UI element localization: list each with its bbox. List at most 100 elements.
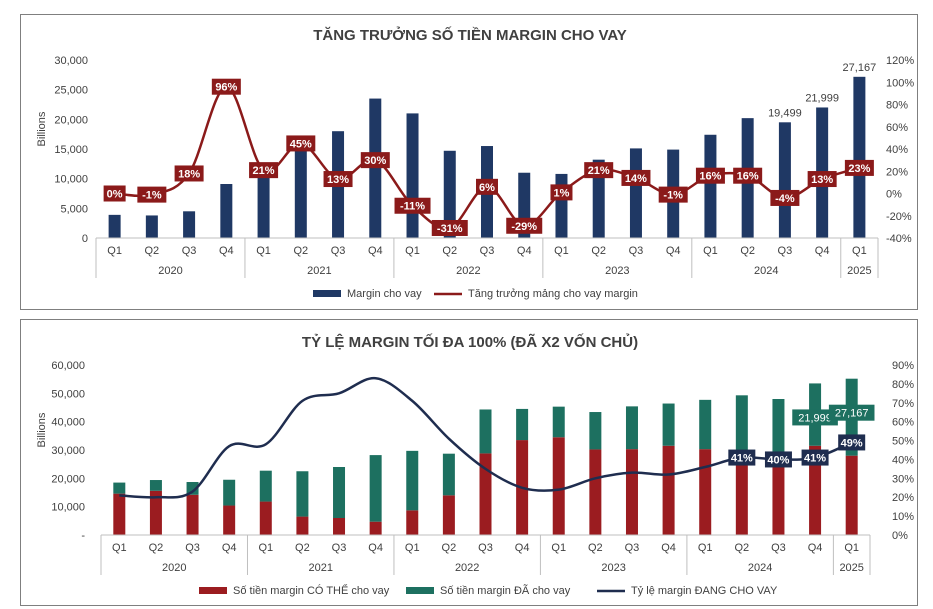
bar-value-label-box	[792, 409, 838, 426]
bar-da-cho-vay	[259, 470, 272, 502]
growth-label: 14%	[625, 173, 647, 185]
legend-swatch-red	[199, 587, 227, 594]
x-tick-quarter: Q2	[442, 245, 457, 257]
growth-label-box	[174, 165, 204, 182]
bar-co-the-cho-vay	[223, 505, 236, 535]
y-tick-label: 10,000	[54, 174, 88, 186]
x-tick-year: 2021	[307, 265, 331, 277]
bar-value-label: 19,499	[768, 107, 802, 119]
growth-label: -29%	[511, 221, 537, 233]
y2-tick-label: 120%	[886, 55, 914, 67]
bar-value-label: 27,167	[843, 62, 877, 74]
bar-co-the-cho-vay	[296, 516, 309, 535]
bar-da-cho-vay	[369, 455, 382, 522]
bar-da-cho-vay	[699, 399, 712, 450]
x-tick-quarter: Q1	[256, 245, 271, 257]
bar-margin-cho-vay	[369, 98, 382, 238]
bar-da-cho-vay	[149, 480, 162, 491]
bar-co-the-cho-vay	[662, 445, 675, 535]
bar-da-cho-vay	[516, 408, 529, 441]
growth-label-box	[733, 167, 763, 184]
growth-label: -1%	[663, 190, 683, 202]
growth-label: 96%	[215, 82, 237, 94]
growth-label: 30%	[364, 155, 386, 167]
x-tick-quarter: Q1	[551, 542, 566, 554]
bar-da-cho-vay	[552, 406, 565, 438]
growth-label: 1%	[554, 187, 570, 199]
x-tick-quarter: Q2	[740, 245, 755, 257]
bar-co-the-cho-vay	[772, 454, 785, 535]
x-tick-quarter: Q1	[554, 245, 569, 257]
x-tick-quarter: Q3	[332, 542, 347, 554]
bar-co-the-cho-vay	[845, 455, 858, 535]
bar-co-the-cho-vay	[589, 449, 602, 535]
bar-margin-cho-vay	[704, 134, 717, 238]
y-tick-label: 20,000	[54, 114, 88, 126]
ratio-label-box	[838, 434, 866, 451]
legend-label: Tỷ lệ margin ĐANG CHO VAY	[631, 585, 778, 597]
bar-co-the-cho-vay	[735, 452, 748, 535]
chart-title: TĂNG TRƯỞNG SỐ TIỀN MARGIN CHO VAY	[313, 26, 627, 44]
bar-margin-cho-vay	[592, 159, 605, 238]
bar-co-the-cho-vay	[259, 501, 272, 535]
growth-label: 16%	[699, 171, 721, 183]
bar-da-cho-vay	[442, 453, 455, 496]
legend-label: Tăng trưởng mảng cho vay margin	[468, 288, 638, 300]
bar-margin-cho-vay	[778, 122, 791, 238]
bar-margin-cho-vay	[257, 173, 270, 238]
x-tick-year: 2020	[158, 265, 182, 277]
bar-da-cho-vay	[406, 450, 419, 511]
growth-label-box	[658, 186, 688, 203]
x-tick-quarter: Q4	[666, 245, 681, 257]
legend-label: Margin cho vay	[347, 288, 422, 300]
growth-label-box	[621, 169, 651, 186]
y-tick-label: 30,000	[54, 55, 88, 67]
y2-tick-label: 80%	[892, 379, 914, 391]
growth-label-box	[360, 152, 390, 169]
growth-label: -4%	[775, 193, 795, 205]
bar-da-cho-vay	[589, 412, 602, 450]
y-tick-label: 15,000	[54, 144, 88, 156]
bar-co-the-cho-vay	[479, 453, 492, 535]
x-tick-year: 2025	[839, 562, 863, 574]
growth-label-box	[103, 185, 126, 202]
y-tick-label: 50,000	[51, 388, 85, 400]
x-tick-year: 2022	[455, 562, 479, 574]
growth-label: 18%	[178, 168, 200, 180]
bar-da-cho-vay	[662, 403, 675, 446]
growth-label: 0%	[107, 189, 123, 201]
x-tick-quarter: Q1	[258, 542, 273, 554]
y-tick-label: 40,000	[51, 417, 85, 429]
bar-margin-cho-vay	[145, 215, 158, 238]
x-tick-quarter: Q3	[182, 245, 197, 257]
bar-da-cho-vay	[625, 406, 638, 450]
x-tick-quarter: Q2	[295, 542, 310, 554]
y-tick-label: -	[81, 530, 85, 542]
ratio-label: 49%	[841, 437, 863, 449]
legend-swatch-green	[406, 587, 434, 594]
y2-tick-label: 30%	[892, 473, 914, 485]
y-tick-label: 10,000	[51, 502, 85, 514]
legend-swatch-bar	[313, 290, 341, 297]
growth-label: 13%	[811, 174, 833, 186]
bar-da-cho-vay	[296, 471, 309, 517]
x-tick-year: 2023	[601, 562, 625, 574]
bar-margin-cho-vay	[220, 184, 233, 238]
y2-tick-label: 40%	[886, 144, 908, 156]
y2-tick-label: -40%	[886, 233, 912, 245]
x-tick-quarter: Q4	[515, 542, 530, 554]
growth-label: 13%	[327, 174, 349, 186]
x-tick-quarter: Q1	[703, 245, 718, 257]
y-tick-label: 30,000	[51, 445, 85, 457]
x-tick-quarter: Q3	[478, 542, 493, 554]
growth-label-box	[476, 178, 498, 195]
y-tick-label: 60,000	[51, 360, 85, 372]
x-tick-quarter: Q3	[185, 542, 200, 554]
x-tick-quarter: Q4	[517, 245, 532, 257]
bar-co-the-cho-vay	[369, 521, 382, 535]
bar-da-cho-vay	[735, 395, 748, 453]
x-tick-quarter: Q2	[591, 245, 606, 257]
bar-co-the-cho-vay	[406, 510, 419, 535]
growth-label-box	[584, 162, 614, 179]
bar-co-the-cho-vay	[442, 495, 455, 535]
